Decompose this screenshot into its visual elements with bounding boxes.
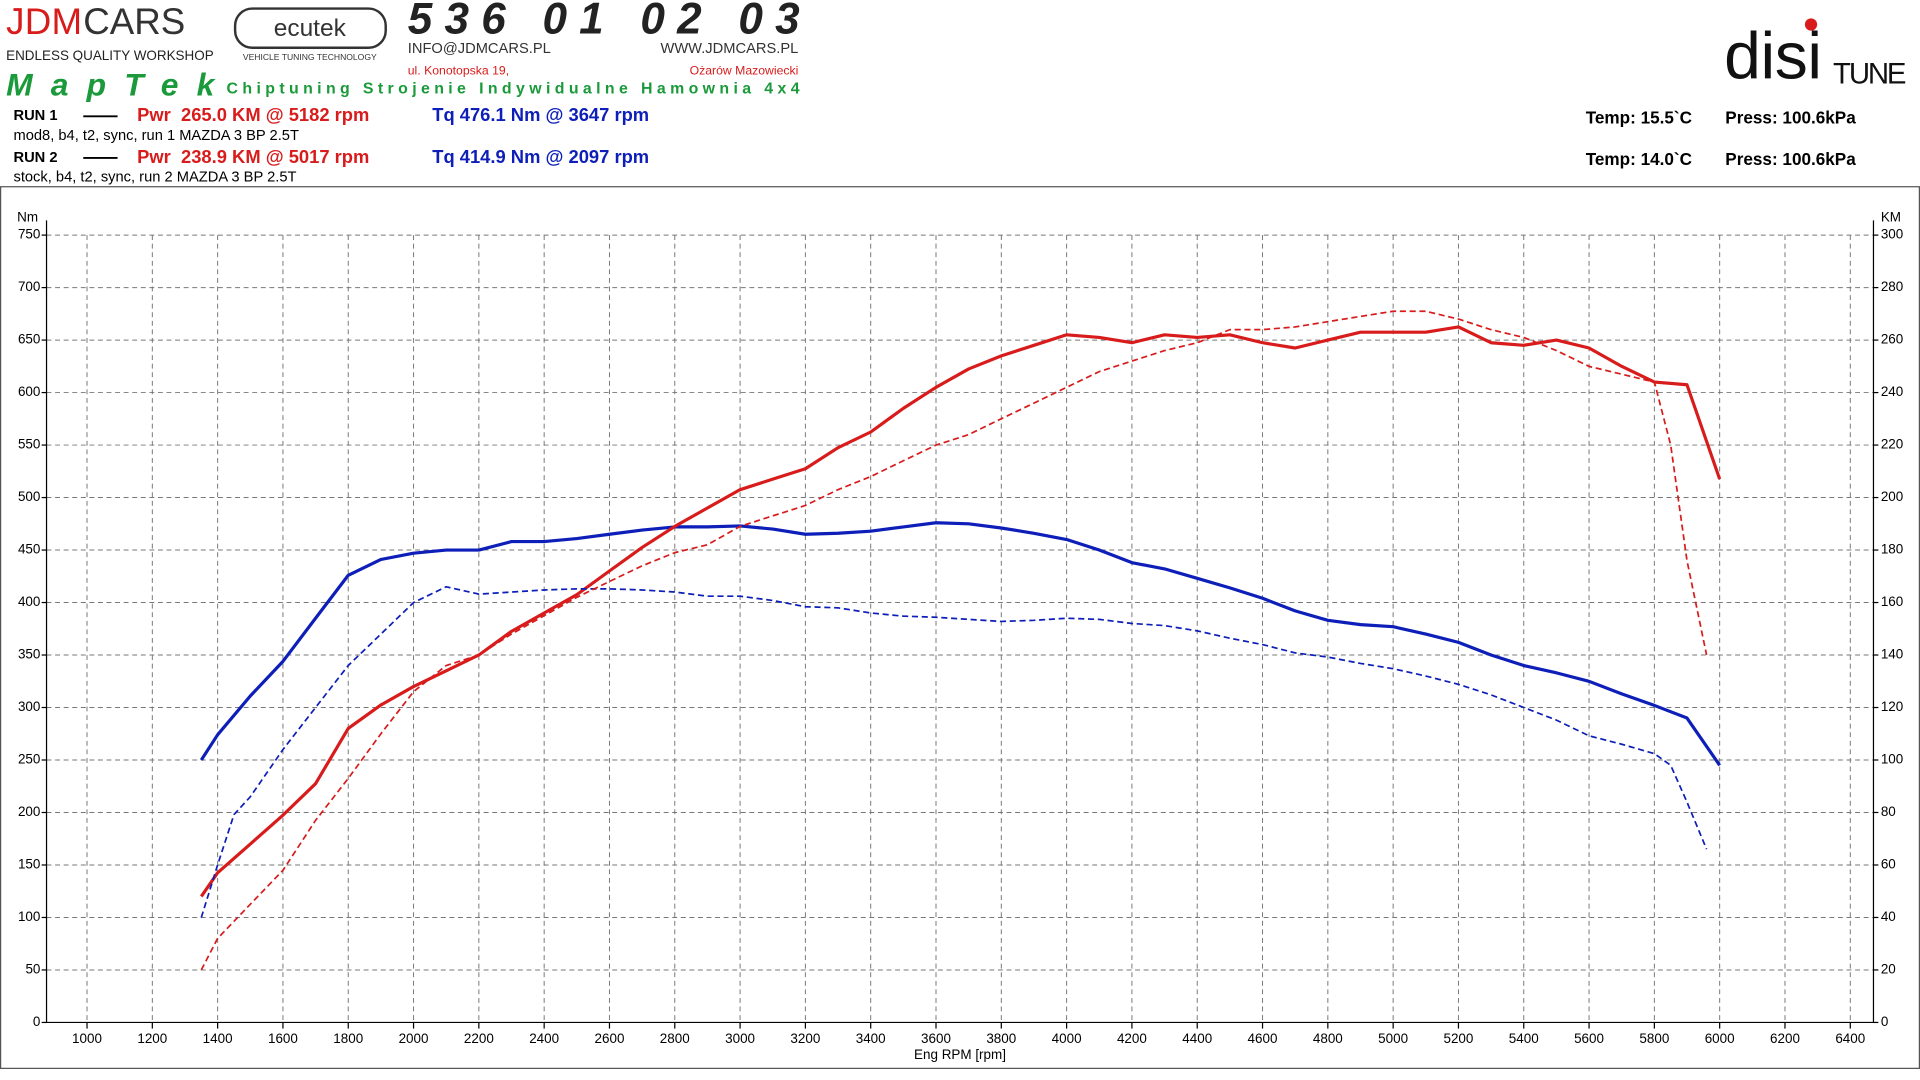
y-tick-label: 300 [18, 699, 40, 714]
y-tick-label: 150 [18, 857, 40, 872]
y-tick-label: 400 [18, 594, 40, 609]
run-info: RUN 1 Pwr 265.0 KM @ 5182 rpm Tq 476.1 Nm … [13, 104, 1856, 185]
street: ul. Konotopska 19, [408, 63, 509, 77]
slogan: ENDLESS QUALITY WORKSHOP [6, 48, 214, 63]
logo-cars: CARS [83, 1, 185, 42]
x-tick-label: 1200 [137, 1031, 167, 1046]
run-torque: Tq 414.9 Nm @ 2097 rpm [432, 146, 649, 167]
x-tick-label: 5600 [1574, 1031, 1604, 1046]
x-tick-label: 4200 [1117, 1031, 1147, 1046]
run-press: Press: 100.6kPa [1725, 107, 1856, 127]
y-tick-label: 250 [18, 752, 40, 767]
run-power: Pwr 265.0 KM @ 5182 rpm [137, 104, 369, 125]
y2-tick-label: 240 [1881, 384, 1903, 399]
run-label: RUN 2 [13, 150, 57, 166]
y2-tick-label: 160 [1881, 594, 1903, 609]
y-tick-label: 350 [18, 647, 40, 662]
series-line [199, 325, 1722, 898]
plot: 1000 1200 1400 1600 1800 2000 2200 2400 2600 2800… [17, 210, 1903, 1063]
x-tick-label: 5800 [1639, 1031, 1669, 1046]
x-tick-label: 5400 [1509, 1031, 1539, 1046]
run-temp: Temp: 14.0`C [1586, 149, 1692, 169]
x-tick-label: 6200 [1770, 1031, 1800, 1046]
x-tick-label: 5200 [1443, 1031, 1473, 1046]
y-tick-label: 550 [18, 437, 40, 452]
x-tick-label: 4800 [1313, 1031, 1343, 1046]
y2-tick-label: 100 [1881, 752, 1903, 767]
x-tick-label: 3400 [856, 1031, 886, 1046]
x-tick-label: 1600 [268, 1031, 298, 1046]
y-tick-label: 700 [18, 279, 40, 294]
y2-tick-label: 280 [1881, 279, 1903, 294]
tune: TUNE [1833, 58, 1906, 91]
www: WWW.JDMCARS.PL [660, 41, 798, 57]
x-tick-label: 2200 [464, 1031, 494, 1046]
y2-tick-label: 0 [1881, 1014, 1888, 1029]
x-tick-label: 3600 [921, 1031, 951, 1046]
city: Ożarów Mazowiecki [690, 63, 799, 77]
x-axis-label: Eng RPM [rpm] [914, 1047, 1006, 1062]
y-tick-label: 50 [25, 962, 40, 977]
x-tick-label: 3800 [986, 1031, 1016, 1046]
x-tick-label: 4600 [1248, 1031, 1278, 1046]
series-line [200, 310, 1708, 971]
email: INFO@JDMCARS.PL [408, 41, 551, 57]
logo-jdm: JDM [6, 1, 82, 42]
x-tick-label: 1800 [333, 1031, 363, 1046]
y-tick-label: 500 [18, 489, 40, 504]
y-tick-label: 100 [18, 909, 40, 924]
y2-tick-label: 140 [1881, 647, 1903, 662]
x-tick-label: 3200 [790, 1031, 820, 1046]
run-power: Pwr 238.9 KM @ 5017 rpm [137, 146, 369, 167]
ecutek: ecutek [274, 15, 347, 42]
y2-tick-label: 260 [1881, 332, 1903, 347]
x-tick-label: 6000 [1705, 1031, 1735, 1046]
x-tick-label: 1000 [72, 1031, 102, 1046]
x-tick-label: 2400 [529, 1031, 559, 1046]
run-desc: stock, b4, t2, sync, run 2 MAZDA 3 BP 2.… [13, 169, 296, 185]
x-tick-label: 5000 [1378, 1031, 1408, 1046]
x-tick-label: 4400 [1182, 1031, 1212, 1046]
y2-tick-label: 180 [1881, 542, 1903, 557]
y-tick-label: 0 [33, 1014, 40, 1029]
y2-tick-label: 80 [1881, 804, 1896, 819]
y2-axis-label: KM [1881, 210, 1901, 225]
disi-dot [1804, 18, 1818, 31]
y2-tick-label: 60 [1881, 857, 1896, 872]
ecutek-box [233, 7, 387, 49]
x-tick-label: 6400 [1835, 1031, 1865, 1046]
y-tick-label: 650 [18, 332, 40, 347]
y-axis-label: Nm [17, 210, 38, 225]
x-tick-label: 1400 [203, 1031, 233, 1046]
run-torque: Tq 476.1 Nm @ 3647 rpm [432, 104, 649, 125]
y2-tick-label: 200 [1881, 489, 1903, 504]
x-tick-label: 2800 [660, 1031, 690, 1046]
y2-tick-label: 20 [1881, 962, 1896, 977]
y2-tick-label: 120 [1881, 699, 1903, 714]
y-tick-label: 450 [18, 542, 40, 557]
run-desc: mod8, b4, t2, sync, run 1 MAZDA 3 BP 2.5… [13, 128, 298, 144]
x-tick-label: 4000 [1052, 1031, 1082, 1046]
run-press: Press: 100.6kPa [1725, 149, 1856, 169]
disi: disi [1724, 20, 1822, 94]
series-line [199, 521, 1721, 767]
y2-tick-label: 220 [1881, 437, 1903, 452]
y-tick-label: 750 [18, 227, 40, 242]
run-label: RUN 1 [13, 108, 57, 124]
x-tick-label: 2600 [595, 1031, 625, 1046]
y2-tick-label: 300 [1881, 227, 1903, 242]
ecutek-sub: VEHICLE TUNING TECHNOLOGY [243, 52, 377, 62]
y2-tick-label: 40 [1881, 909, 1896, 924]
y-tick-label: 200 [18, 804, 40, 819]
panel-frame [0, 186, 1920, 1069]
x-tick-label: 2000 [399, 1031, 429, 1046]
series-line [200, 585, 1708, 918]
run-temp: Temp: 15.5`C [1586, 107, 1692, 127]
x-tick-label: 3000 [725, 1031, 755, 1046]
y-tick-label: 600 [18, 384, 40, 399]
